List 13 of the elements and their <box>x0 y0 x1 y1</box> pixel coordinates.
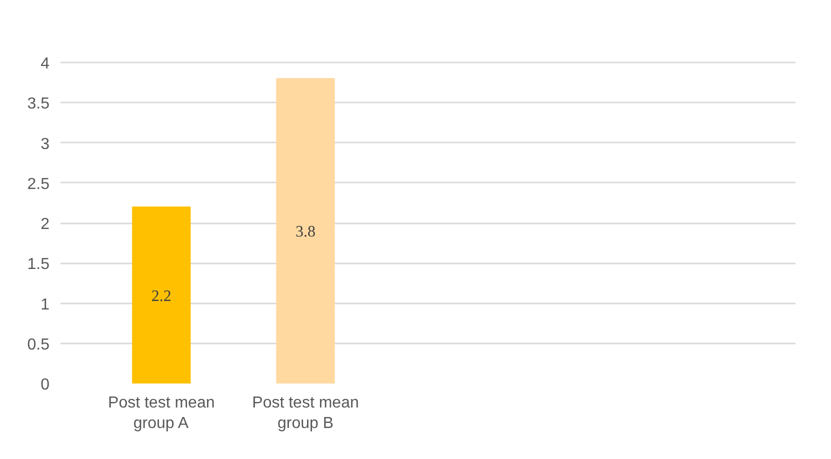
y-tick-label: 1 <box>40 296 50 314</box>
y-tick-label: 2 <box>40 216 50 234</box>
data-label: 3.8 <box>296 224 316 241</box>
y-tick-label: 0 <box>40 376 50 394</box>
y-tick-label: 3 <box>40 136 50 153</box>
x-tick-label: Post test mean group A <box>108 394 215 432</box>
y-tick-label: 3.5 <box>27 96 50 113</box>
y-tick-label: 2.5 <box>27 176 50 193</box>
data-label: 2.2 <box>151 288 172 305</box>
y-tick-label: 4 <box>40 56 50 73</box>
y-tick-label: 0.5 <box>27 336 50 354</box>
y-tick-label: 1.5 <box>27 256 50 274</box>
x-tick-label: Post test mean group B <box>252 394 359 432</box>
